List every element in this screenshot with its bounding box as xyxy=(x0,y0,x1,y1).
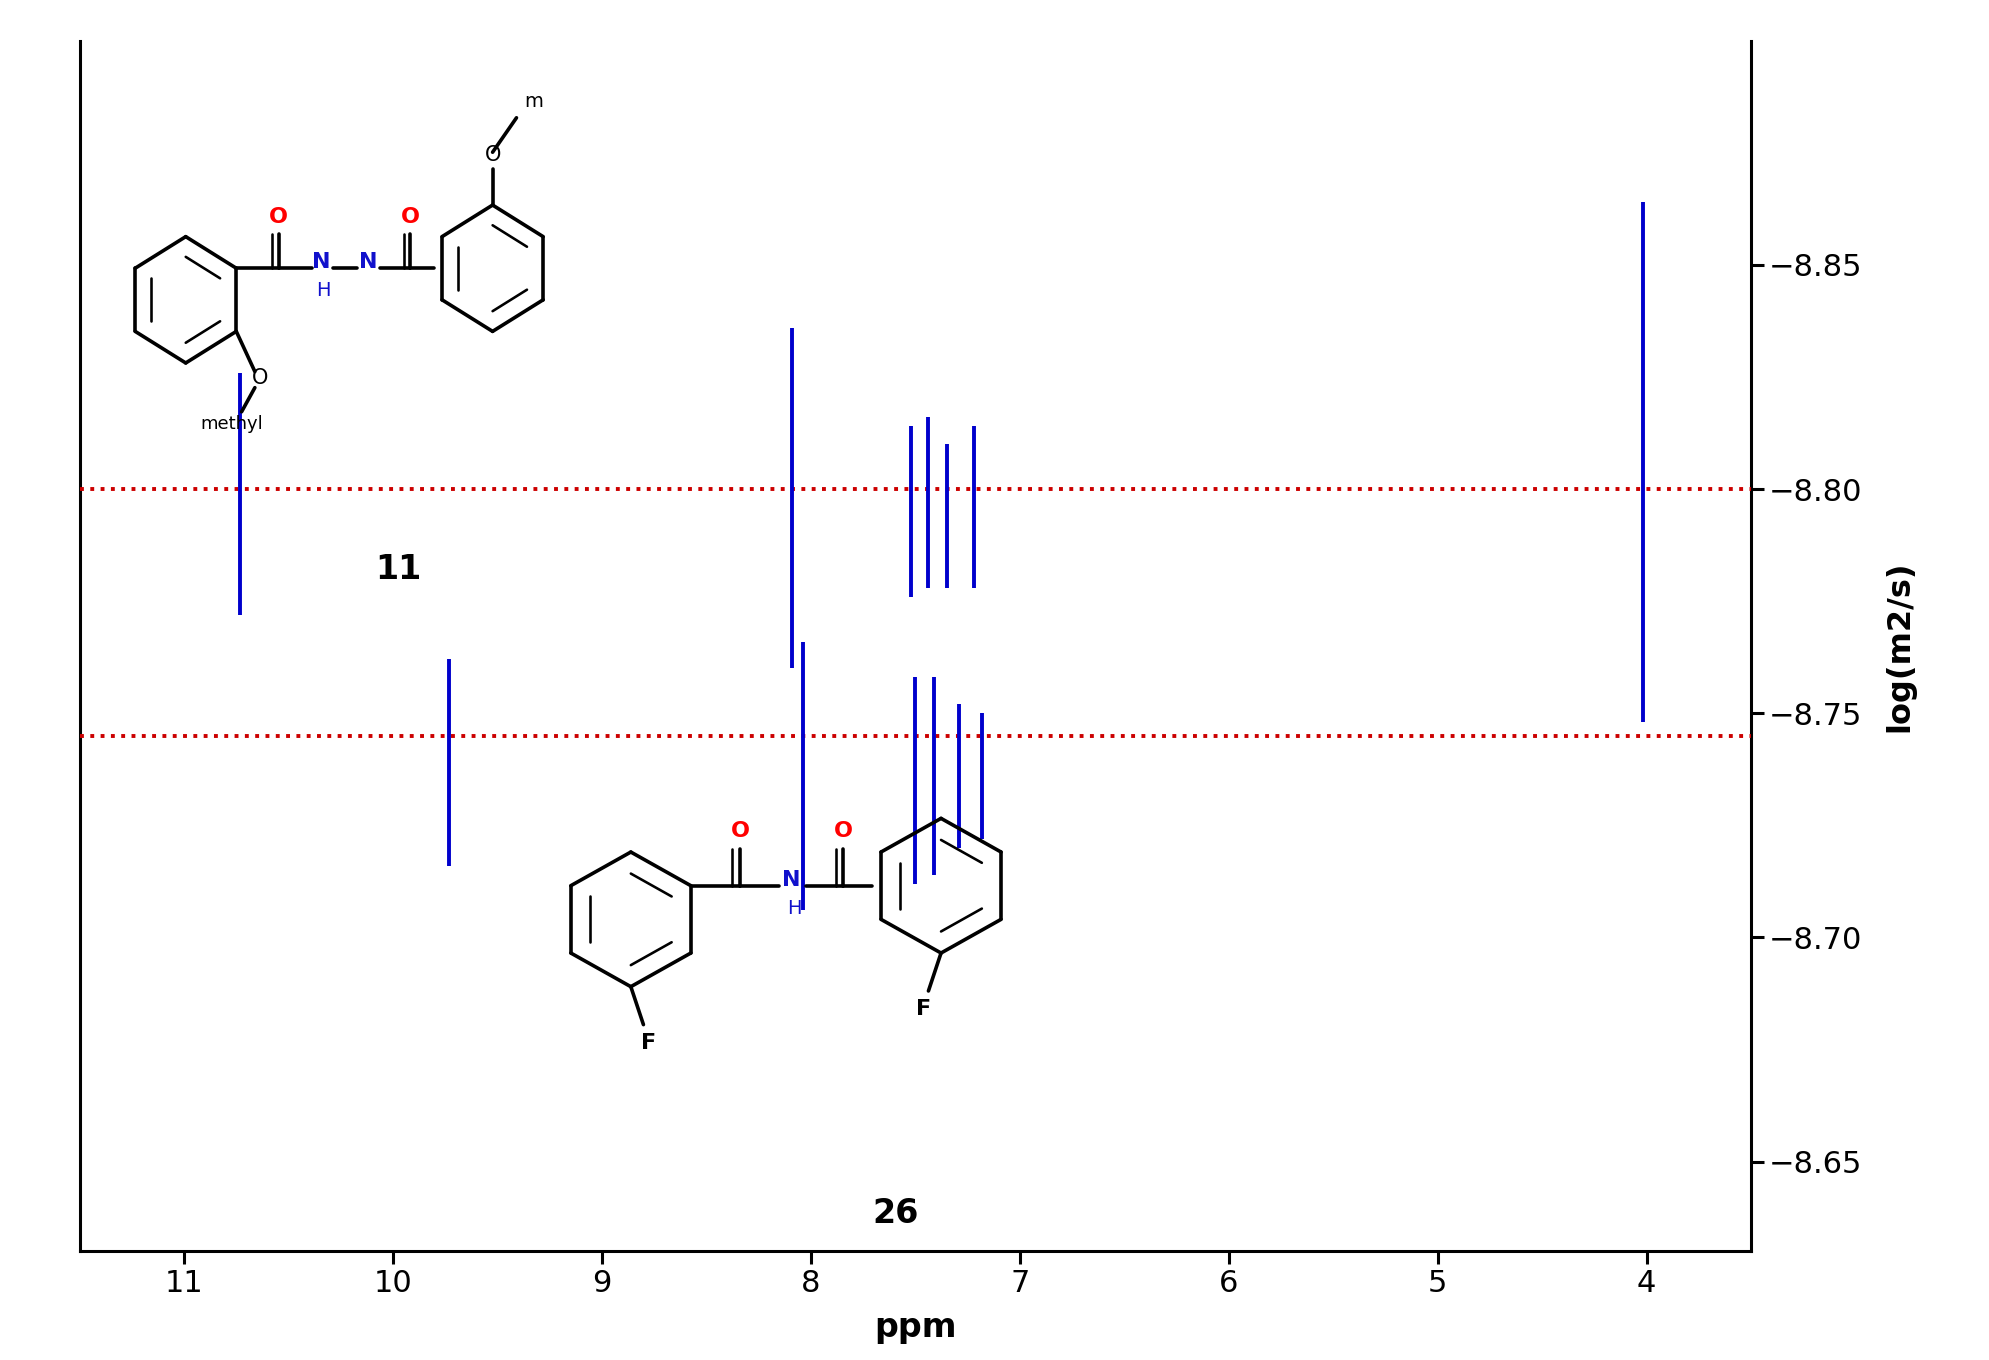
Text: 11: 11 xyxy=(374,554,422,586)
Text: N: N xyxy=(312,253,330,272)
Text: F: F xyxy=(915,1000,931,1020)
Text: O: O xyxy=(269,207,288,227)
Text: N: N xyxy=(782,869,800,889)
Text: 26: 26 xyxy=(871,1197,919,1229)
Text: O: O xyxy=(833,820,853,840)
Text: O: O xyxy=(400,207,420,227)
Text: O: O xyxy=(253,369,269,389)
Text: H: H xyxy=(788,899,802,918)
Text: O: O xyxy=(483,144,501,165)
Text: O: O xyxy=(730,820,750,840)
Text: N: N xyxy=(358,253,378,272)
Text: methyl: methyl xyxy=(201,415,263,434)
Y-axis label: log(m2/s): log(m2/s) xyxy=(1884,560,1913,732)
X-axis label: ppm: ppm xyxy=(873,1311,957,1345)
Text: F: F xyxy=(640,1034,656,1053)
Text: m: m xyxy=(525,92,543,112)
Text: H: H xyxy=(316,280,330,299)
